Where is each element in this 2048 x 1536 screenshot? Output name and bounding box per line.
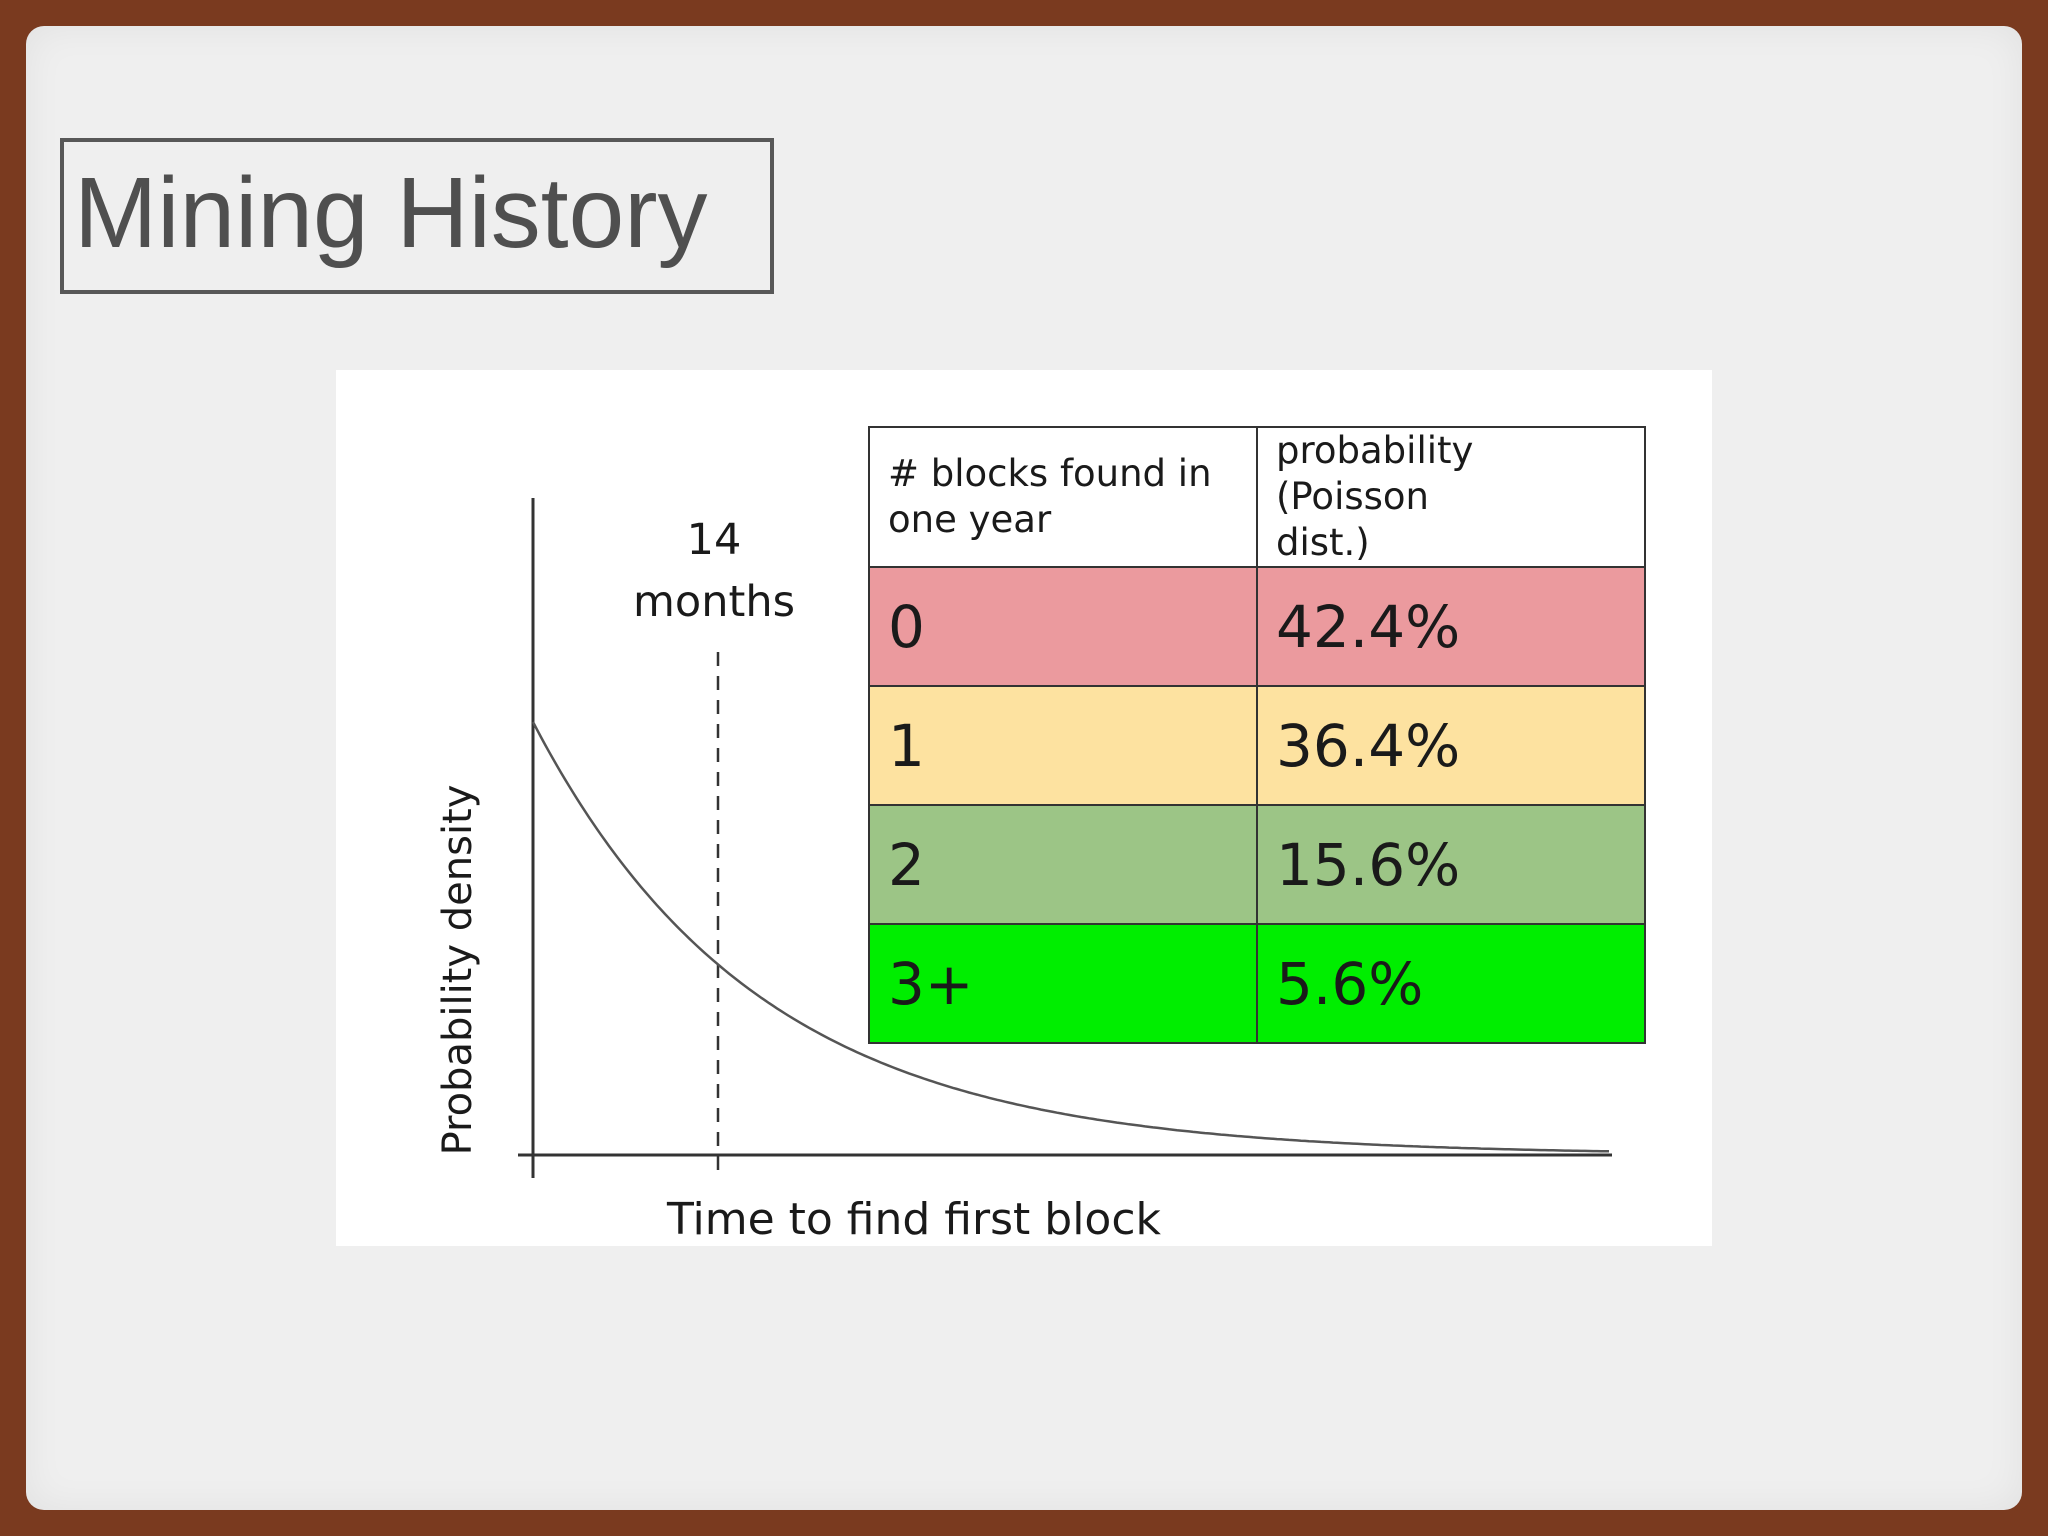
slide-title: Mining History <box>74 157 708 269</box>
table-row: 3+ 5.6% <box>868 923 1646 1044</box>
probability-cell: 15.6% <box>1256 804 1646 925</box>
probability-table: # blocks found in one year probability (… <box>868 426 1646 1044</box>
blocks-cell: 0 <box>868 566 1258 687</box>
table-header-row: # blocks found in one year probability (… <box>868 426 1646 568</box>
header-blocks-found: # blocks found in one year <box>868 426 1258 568</box>
header-probability: probability (Poisson dist.) <box>1256 426 1646 568</box>
probability-cell: 42.4% <box>1256 566 1646 687</box>
blocks-cell: 3+ <box>868 923 1258 1044</box>
density-chart: 14 months Probability density Time to fi… <box>435 498 1612 1245</box>
figure-panel: 14 months Probability density Time to fi… <box>336 370 1712 1246</box>
density-curve <box>531 721 1609 1153</box>
table-row: 0 42.4% <box>868 566 1646 687</box>
slide: Mining History 14 months Probability den… <box>26 26 2022 1510</box>
blocks-cell: 2 <box>868 804 1258 925</box>
marker-label-number: 14 <box>687 515 742 565</box>
table-row: 1 36.4% <box>868 685 1646 806</box>
header-blocks-found-line-1: # blocks found in <box>888 452 1212 495</box>
header-blocks-found-line-2: one year <box>888 498 1052 541</box>
marker-label-unit: months <box>633 577 795 627</box>
header-probability-line-1: probability (Poisson <box>1276 429 1474 518</box>
x-axis-label: Time to find first block <box>666 1194 1162 1245</box>
title-box: Mining History <box>60 138 774 294</box>
probability-cell: 36.4% <box>1256 685 1646 806</box>
blocks-cell: 1 <box>868 685 1258 806</box>
header-probability-line-2: dist.) <box>1276 521 1370 564</box>
probability-cell: 5.6% <box>1256 923 1646 1044</box>
table-row: 2 15.6% <box>868 804 1646 925</box>
y-axis-label: Probability density <box>435 785 481 1156</box>
